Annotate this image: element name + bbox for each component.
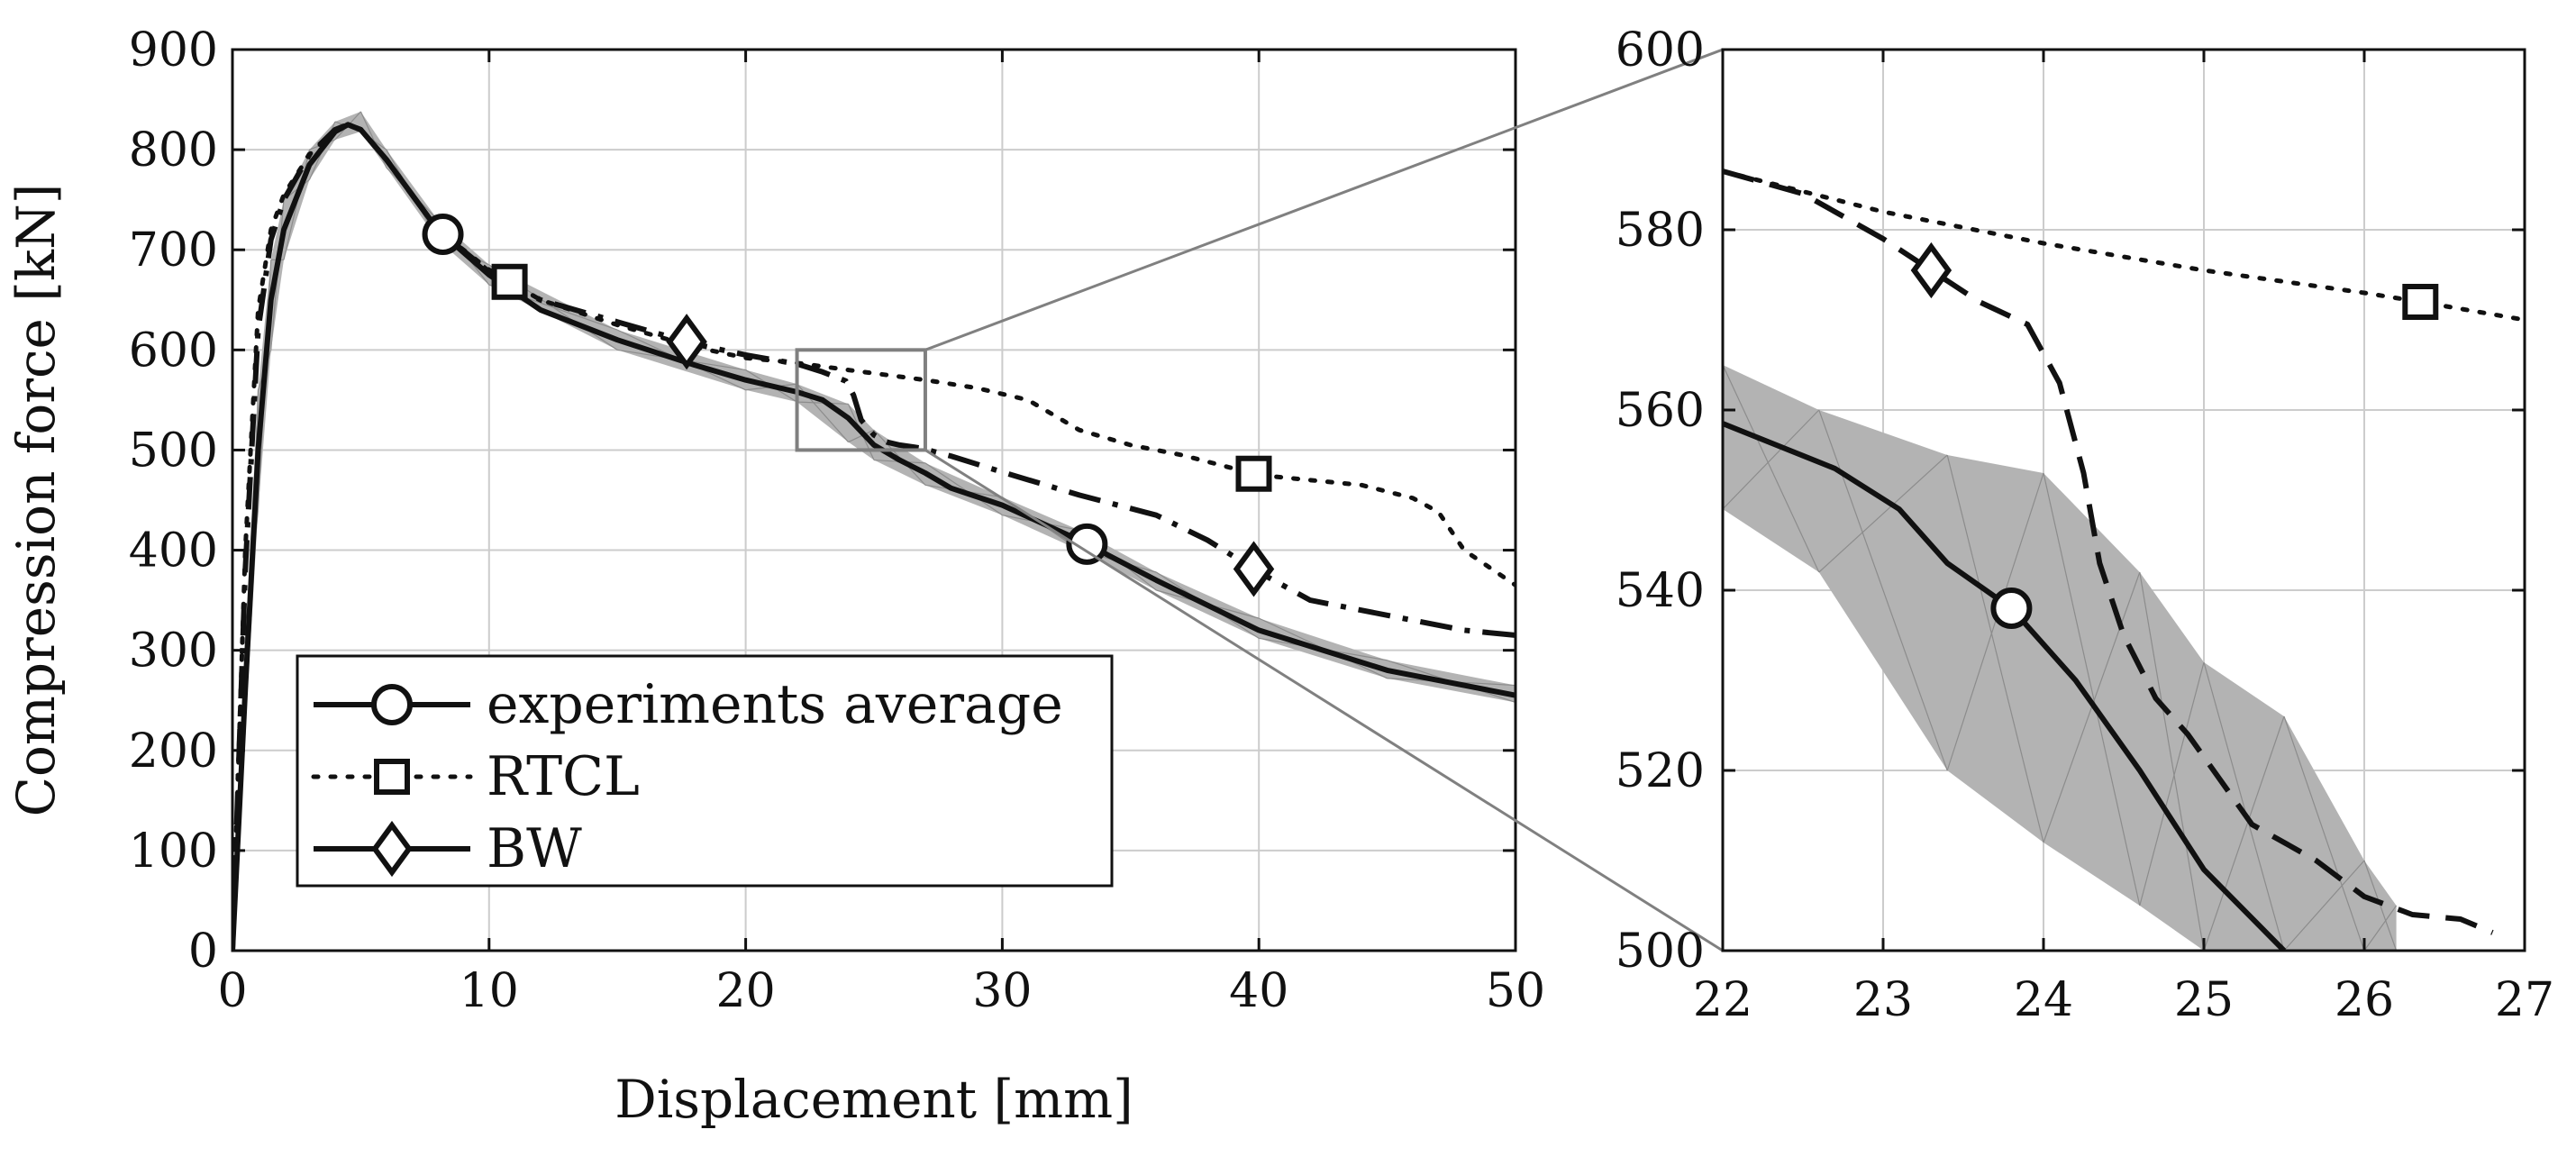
legend: experiments average RTCL BW [296, 654, 1114, 888]
y-axis-label: Compression force [kN] [5, 184, 67, 817]
legend-marker-experiments-average [371, 684, 413, 725]
band-texture-line [1723, 364, 1820, 573]
band-texture-line [2203, 661, 2285, 951]
legend-label: experiments average [487, 673, 1063, 736]
y-tick-label: 600 [1616, 23, 1705, 77]
x-tick-label: 27 [2495, 973, 2554, 1027]
band-texture-line [2139, 571, 2205, 951]
band-texture-line [848, 429, 875, 443]
zoom-connector-top [924, 48, 1724, 351]
chart-zoom: 22 23 24 25 26 27 500 520 540 560 580 600 [1616, 23, 2554, 1027]
x-tick-label: 24 [2014, 973, 2073, 1027]
y-tick-label: 600 [129, 323, 218, 378]
axes-frame [1721, 48, 2526, 952]
y-tick-label: 540 [1616, 564, 1705, 618]
band-texture-line [2139, 661, 2205, 906]
marker-rtcl [491, 263, 528, 300]
plot-area [232, 111, 1516, 951]
x-tick-label: 0 [217, 964, 247, 1018]
y-tick-label: 700 [129, 223, 218, 278]
zoom-connector-bottom [924, 449, 1724, 952]
y-tick-label: 900 [129, 23, 218, 77]
marker-bw [1233, 541, 1275, 597]
marker-experiments-average [1990, 588, 2033, 629]
marker-experiments-average [422, 214, 464, 255]
band-texture-line [2283, 860, 2365, 951]
x-tick-label: 40 [1229, 964, 1288, 1018]
band-texture-line [1946, 472, 2044, 771]
band-texture-line [1818, 454, 1948, 573]
x-tick-label: 10 [460, 964, 519, 1018]
y-tick-label: 520 [1616, 744, 1705, 798]
band-texture-line [2363, 905, 2398, 951]
band-texture-line [1723, 409, 1820, 510]
axes-frame [231, 48, 1517, 952]
legend-label: RTCL [487, 745, 640, 808]
band-texture-line [2283, 715, 2365, 951]
y-tick-label: 560 [1616, 384, 1705, 438]
y-tick-label: 100 [129, 824, 218, 879]
band-texture-line [2203, 715, 2285, 951]
band-texture-line [283, 149, 311, 260]
band-texture-line [2043, 472, 2141, 906]
marker-rtcl [1235, 455, 1272, 492]
y-tick-label: 800 [129, 123, 218, 178]
series-line-bw [232, 122, 1516, 951]
x-tick-label: 26 [2335, 973, 2394, 1027]
zoom-region-box [795, 348, 927, 452]
band-texture-line [2363, 860, 2398, 951]
band-texture-line [924, 462, 1003, 516]
y-tick-label: 0 [188, 925, 218, 979]
marker-bw [1910, 241, 1952, 299]
legend-marker-rtcl [374, 759, 410, 795]
tick-labels: 22 23 24 25 26 27 500 520 540 560 580 600 [1616, 23, 2554, 1027]
marker-rtcl [2402, 284, 2439, 320]
y-tick-label: 500 [129, 424, 218, 478]
experiments-range-band [1723, 365, 2397, 951]
x-tick-label: 20 [716, 964, 776, 1018]
x-axis-label: Displacement [mm] [614, 1069, 1133, 1130]
marker-bw [666, 314, 707, 370]
y-tick-label: 300 [129, 624, 218, 679]
x-tick-label: 22 [1693, 973, 1752, 1027]
series-line-experiments-average [232, 122, 1516, 951]
y-tick-label: 400 [129, 524, 218, 578]
y-tick-label: 200 [129, 724, 218, 779]
legend-marker-bw [371, 820, 413, 878]
legend-label: BW [487, 817, 582, 880]
x-tick-label: 23 [1853, 973, 1913, 1027]
x-tick-label: 25 [2174, 973, 2234, 1027]
x-tick-label: 30 [972, 964, 1032, 1018]
marker-experiments-average [1066, 523, 1108, 565]
chart-main: 0 10 20 30 40 500100200300400500600700800900D… [5, 23, 1545, 1130]
y-tick-label: 500 [1616, 925, 1705, 979]
plot-area [1723, 169, 2525, 951]
y-tick-label: 580 [1616, 204, 1705, 258]
band-texture-line [1946, 454, 2044, 843]
x-tick-label: 50 [1486, 964, 1545, 1018]
